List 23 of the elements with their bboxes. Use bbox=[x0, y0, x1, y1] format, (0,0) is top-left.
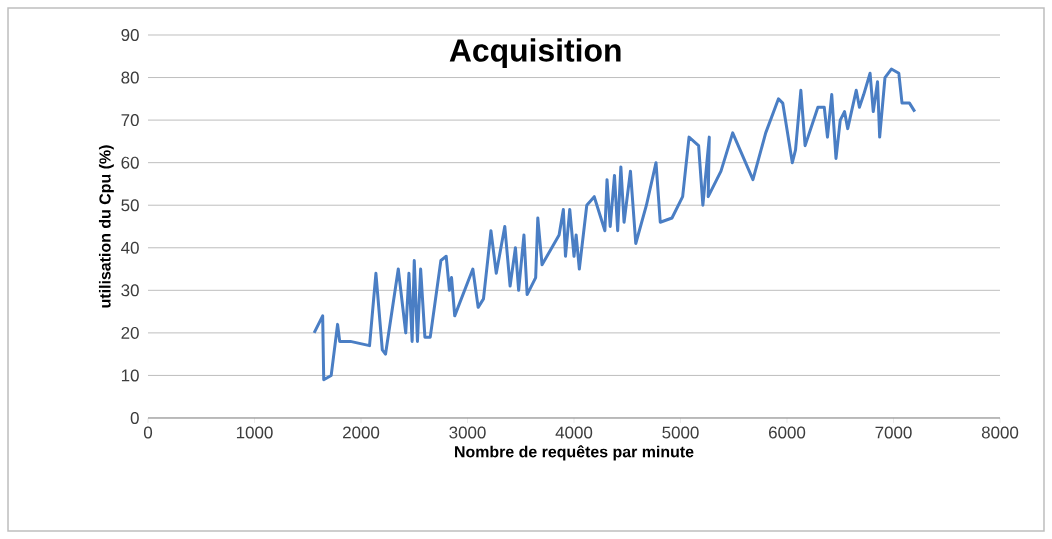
x-tick-label: 3000 bbox=[449, 426, 486, 439]
x-tick-label: 7000 bbox=[875, 426, 912, 439]
x-tick-label: 2000 bbox=[343, 426, 380, 439]
x-tick-label: 8000 bbox=[981, 426, 1019, 439]
x-tick-label: 6000 bbox=[769, 426, 806, 439]
y-tick-label: 10 bbox=[121, 369, 139, 382]
x-tick-label: 1000 bbox=[236, 426, 273, 439]
x-tick-label: 5000 bbox=[662, 426, 699, 439]
y-tick-label: 80 bbox=[121, 71, 139, 84]
x-tick-label: 4000 bbox=[555, 426, 593, 439]
y-tick-label: 60 bbox=[121, 156, 139, 169]
y-tick-label: 90 bbox=[121, 29, 139, 41]
chart-title: Acquisition bbox=[449, 38, 621, 68]
y-tick-label: 30 bbox=[121, 284, 139, 297]
y-tick-label: 20 bbox=[121, 326, 139, 339]
y-tick-label: 0 bbox=[130, 411, 139, 424]
y-axis-title: utilisation du Cpu (%) bbox=[98, 145, 114, 308]
y-tick-label: 70 bbox=[121, 114, 139, 127]
x-axis-title: Nombre de requêtes par minute bbox=[455, 445, 694, 461]
y-tick-label: 40 bbox=[121, 241, 139, 254]
x-tick-label: 0 bbox=[143, 426, 153, 439]
line-series bbox=[312, 67, 917, 382]
y-tick-label: 50 bbox=[121, 199, 139, 212]
